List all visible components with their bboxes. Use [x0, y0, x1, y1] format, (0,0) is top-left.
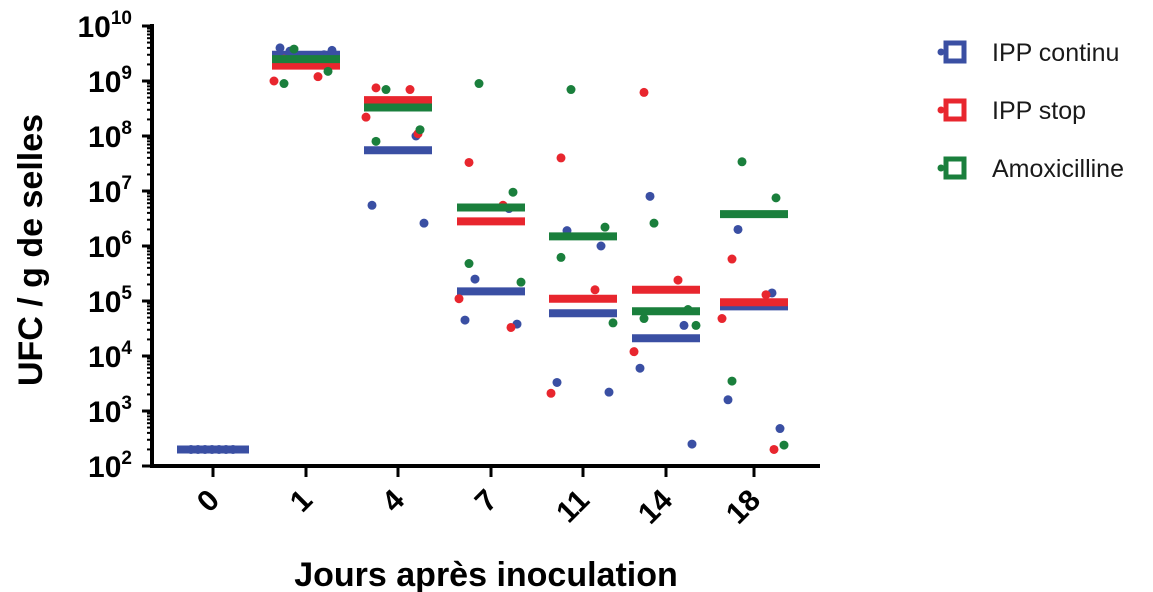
data-point [775, 424, 785, 434]
legend-swatch [943, 98, 967, 122]
data-point [279, 79, 289, 89]
data-point [639, 314, 649, 324]
data-point [516, 277, 526, 287]
data-point [769, 444, 779, 454]
data-point [228, 444, 238, 454]
data-point [371, 83, 381, 93]
data-point [727, 376, 737, 386]
legend-marker [937, 164, 945, 172]
data-point [687, 439, 697, 449]
data-point [608, 318, 618, 328]
data-point [604, 387, 614, 397]
data-point [193, 444, 203, 454]
y-tick-label: 107 [88, 173, 132, 209]
y-axis-label: UFC / g de selles [12, 114, 50, 386]
y-tick-label: 106 [88, 228, 132, 264]
data-point [474, 79, 484, 89]
data-point [635, 363, 645, 373]
data-point [556, 252, 566, 262]
data-point [327, 45, 337, 55]
data-point [673, 275, 683, 285]
data-point [381, 85, 391, 95]
data-point [683, 305, 693, 315]
data-point [727, 254, 737, 264]
data-point [221, 444, 231, 454]
x-tick-label: 18 [720, 484, 767, 531]
data-point [214, 444, 224, 454]
data-point [361, 112, 371, 122]
data-point [415, 125, 425, 135]
data-point [737, 157, 747, 167]
data-point [566, 85, 576, 95]
data-point [546, 388, 556, 398]
data-point [691, 320, 701, 330]
data-point [717, 314, 727, 324]
data-point [779, 440, 789, 450]
data-point [649, 218, 659, 228]
data-point [600, 222, 610, 232]
legend-label: IPP continu [992, 39, 1119, 67]
data-point [289, 44, 299, 54]
legend-swatch [943, 156, 967, 180]
data-point [460, 315, 470, 325]
legend-label: IPP stop [992, 97, 1086, 125]
data-point [269, 76, 279, 86]
data-point [552, 377, 562, 387]
data-marks [177, 43, 789, 454]
data-point [506, 322, 516, 332]
data-point [419, 218, 429, 228]
legend-marker [937, 48, 945, 56]
data-point [596, 241, 606, 251]
legend: IPP continu IPP stop Amoxicilline [937, 39, 1124, 183]
y-tick-label: 102 [88, 448, 132, 484]
y-tick-label: 103 [88, 393, 132, 429]
data-point [470, 274, 480, 284]
y-tick-label: 105 [88, 283, 132, 319]
legend-label: Amoxicilline [992, 155, 1124, 183]
x-tick-label: 1 [284, 484, 319, 519]
data-point [186, 444, 196, 454]
data-point [761, 290, 771, 300]
data-point [405, 85, 415, 95]
x-tick-label: 0 [191, 484, 226, 519]
data-point [639, 87, 649, 97]
data-point [367, 200, 377, 210]
data-point [464, 157, 474, 167]
data-point [629, 347, 639, 357]
data-point [590, 285, 600, 295]
data-point [275, 43, 285, 53]
data-point [200, 444, 210, 454]
data-point [723, 395, 733, 405]
legend-swatch [943, 40, 967, 64]
data-point [313, 72, 323, 82]
y-tick-label: 104 [88, 338, 132, 374]
data-point [464, 259, 474, 269]
data-point [556, 153, 566, 163]
data-point [771, 193, 781, 203]
x-tick-label: 7 [469, 484, 504, 519]
data-point [733, 224, 743, 234]
x-tick-label: 11 [550, 484, 596, 530]
data-point [371, 136, 381, 146]
legend-marker [937, 106, 945, 114]
y-tick-label: 108 [88, 118, 132, 154]
x-axis-label: Jours après inoculation [294, 556, 678, 592]
data-point [323, 66, 333, 76]
data-point [454, 294, 464, 304]
y-tick-label: 1010 [77, 8, 132, 44]
data-point [645, 191, 655, 201]
x-tick-label: 4 [376, 483, 411, 518]
x-tick-label: 14 [632, 483, 679, 530]
y-tick-label: 109 [88, 63, 132, 99]
data-point [207, 444, 217, 454]
data-point [679, 320, 689, 330]
data-point [508, 187, 518, 197]
